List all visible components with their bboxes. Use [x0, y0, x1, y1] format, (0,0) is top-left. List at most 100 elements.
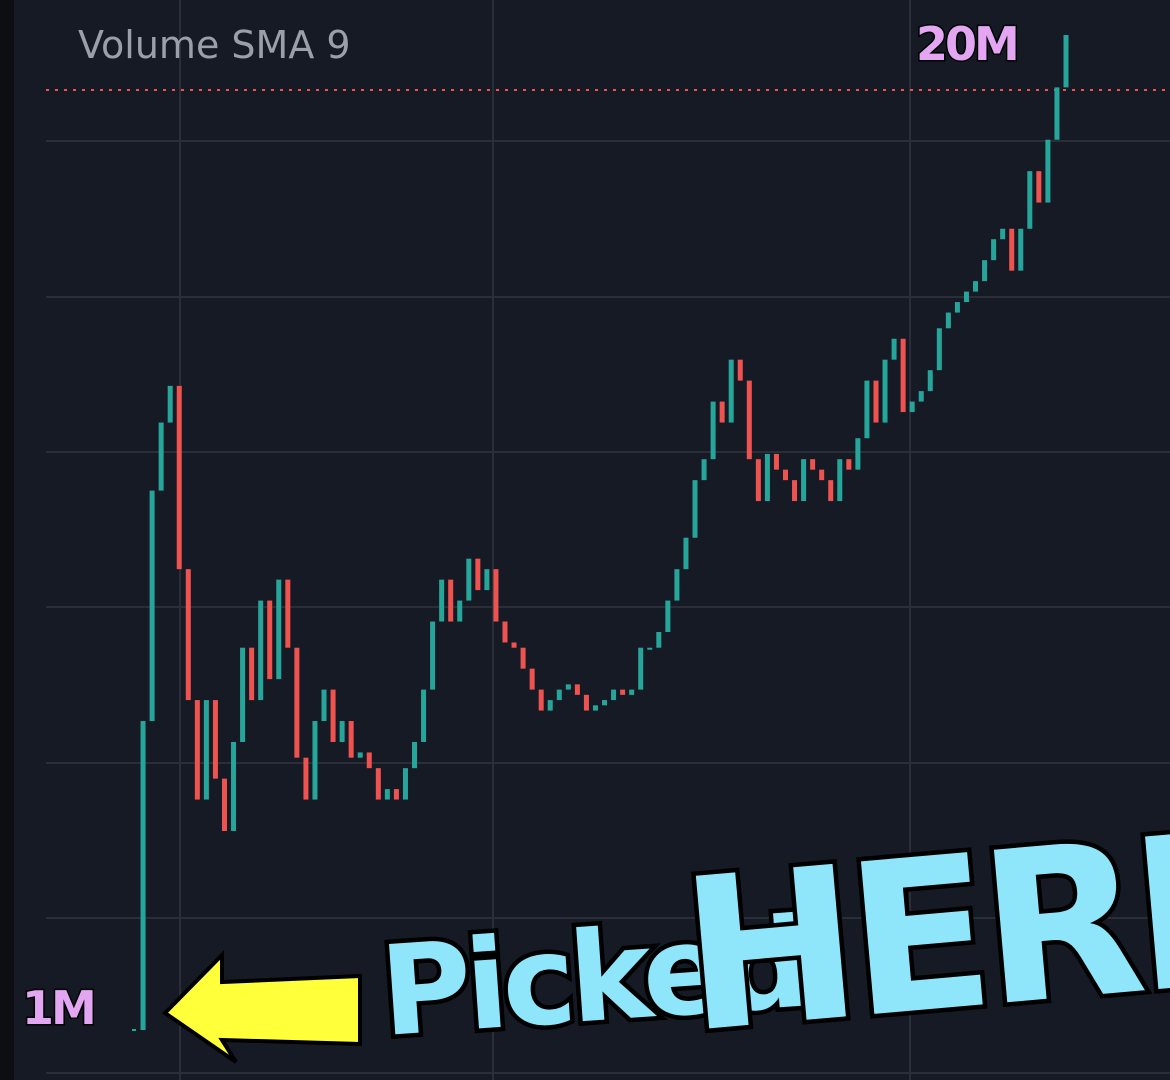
edge: [0, 0, 14, 1080]
candle: [339, 721, 345, 742]
candle: [511, 642, 517, 648]
candle: [348, 721, 354, 758]
candle: [909, 401, 915, 413]
indicator-title: Volume SMA 9: [78, 23, 351, 67]
candle: [1045, 139, 1051, 203]
candle: [574, 684, 580, 695]
candle: [900, 338, 906, 413]
candle: [303, 757, 309, 800]
annotation-picked: Picked: [376, 892, 808, 1065]
candle: [701, 459, 707, 481]
candle: [258, 600, 264, 701]
candle: [864, 380, 870, 439]
candle: [963, 291, 969, 303]
candle: [873, 380, 879, 423]
candle: [565, 684, 571, 690]
candle: [529, 668, 535, 690]
candle: [240, 647, 246, 742]
candle: [231, 741, 237, 831]
candle: [132, 1029, 136, 1031]
candle: [629, 689, 635, 695]
candle: [176, 385, 182, 570]
candle: [737, 359, 743, 381]
candle: [140, 721, 146, 1030]
candle: [719, 401, 725, 423]
candle: [267, 600, 273, 680]
candle: [520, 647, 526, 669]
candle: [276, 579, 282, 680]
candle: [602, 700, 608, 706]
candle: [927, 370, 933, 392]
candle: [312, 721, 318, 800]
candle: [1000, 228, 1006, 240]
candle: [801, 459, 807, 502]
candle: [828, 480, 834, 502]
candle: [285, 579, 291, 648]
candle: [212, 700, 218, 779]
candle: [448, 579, 454, 622]
candle: [1009, 228, 1015, 271]
candle: [991, 239, 997, 261]
candle: [185, 569, 191, 701]
candle: [547, 700, 553, 711]
candle: [973, 281, 979, 292]
candle: [466, 558, 472, 601]
candle: [330, 689, 336, 742]
grid: [46, 0, 1170, 1080]
candle: [846, 459, 852, 470]
candle: [393, 789, 399, 800]
candle: [439, 579, 445, 622]
arrow: [161, 950, 362, 1064]
candle: [249, 647, 255, 701]
candle: [692, 480, 698, 538]
candle: [792, 480, 798, 502]
candle: [366, 752, 372, 769]
candle: [728, 359, 734, 423]
candle: [764, 453, 770, 502]
candle: [1063, 35, 1069, 88]
candle: [294, 647, 300, 758]
candle: [203, 700, 209, 800]
annotation-here: HERE: [673, 785, 1170, 1080]
candle: [321, 689, 327, 722]
candle: [149, 490, 155, 722]
candle: [855, 438, 861, 470]
candle: [475, 558, 481, 591]
candle: [158, 422, 164, 491]
candle: [819, 469, 825, 481]
candle: [647, 647, 653, 650]
candle: [620, 689, 626, 695]
max-label: 20M: [916, 17, 1017, 71]
candle: [430, 621, 436, 690]
candle: [891, 338, 897, 360]
candle: [402, 768, 408, 800]
candle: [611, 689, 617, 701]
candle: [375, 768, 381, 800]
candle: [194, 700, 200, 800]
candle: [538, 689, 544, 711]
candle: [945, 312, 951, 329]
candle: [773, 453, 779, 470]
candles: [132, 35, 1069, 1031]
candle: [502, 621, 508, 643]
candle: [936, 328, 942, 371]
candle: [384, 789, 390, 800]
candle: [656, 632, 662, 648]
candle: [412, 741, 418, 769]
candle: [592, 705, 598, 711]
candle: [882, 359, 888, 423]
candle: [1018, 228, 1024, 271]
candle: [1054, 87, 1060, 140]
candle: [1027, 171, 1033, 229]
candle: [837, 459, 843, 502]
candle: [457, 600, 463, 622]
candle: [421, 689, 427, 742]
candle: [357, 752, 363, 758]
candle: [638, 647, 644, 690]
candle: [982, 260, 988, 282]
candle: [810, 459, 816, 470]
candle: [782, 469, 788, 481]
candle: [221, 778, 227, 831]
